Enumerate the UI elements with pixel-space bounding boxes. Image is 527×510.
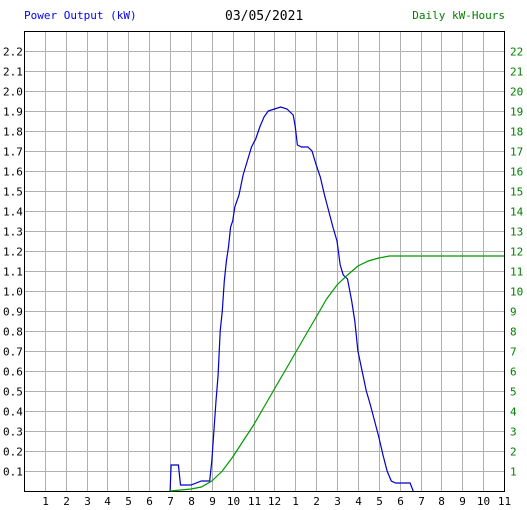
y2-tick-label: 20: [510, 86, 523, 99]
y2-tick-label: 15: [510, 186, 523, 199]
x-tick-label: 7: [167, 495, 174, 508]
y2-tick-label: 2: [510, 446, 517, 459]
y-tick-label: 1.4: [3, 206, 23, 219]
y-tick-label: 0.2: [3, 446, 23, 459]
y-tick-label: 1.2: [3, 246, 23, 259]
y2-tick-label: 22: [510, 46, 523, 59]
x-tick-label: 11: [248, 495, 261, 508]
y-tick-label: 0.4: [3, 406, 23, 419]
y-tick-label: 1.7: [3, 146, 23, 159]
y2-tick-label: 16: [510, 166, 523, 179]
y-tick-label: 0.9: [3, 306, 23, 319]
right-axis-title: Daily kW-Hours: [412, 9, 505, 22]
x-tick-label: 5: [376, 495, 383, 508]
daily-kwh-line: [170, 255, 504, 492]
x-tick-label: 11: [498, 495, 511, 508]
series-layer: [169, 106, 504, 492]
axis-label-layer: 1 2 3 4 5 6 7 8 9 10 11 12 1 2 3 4 5 6 7 8 9 10 110.10.20.30.4…: [3, 46, 524, 509]
x-tick-label: 2: [313, 495, 320, 508]
y2-tick-label: 17: [510, 146, 523, 159]
y-tick-label: 1.1: [3, 266, 23, 279]
y-tick-label: 0.6: [3, 366, 23, 379]
y2-tick-label: 14: [510, 206, 524, 219]
y-tick-label: 2.1: [3, 66, 23, 79]
y2-tick-label: 4: [510, 406, 517, 419]
x-tick-label: 8: [438, 495, 445, 508]
x-tick-label: 12: [268, 495, 281, 508]
y2-tick-label: 8: [510, 326, 517, 339]
y-tick-label: 0.5: [3, 386, 23, 399]
chart-date-title: 03/05/2021: [225, 9, 304, 24]
x-tick-label: 6: [397, 495, 404, 508]
y-tick-label: 1.0: [3, 286, 23, 299]
x-tick-label: 7: [418, 495, 425, 508]
x-tick-label: 4: [355, 495, 362, 508]
x-tick-label: 8: [188, 495, 195, 508]
y-tick-label: 2.2: [3, 46, 23, 59]
y-tick-label: 0.3: [3, 426, 23, 439]
x-tick-label: 1: [292, 495, 299, 508]
y2-tick-label: 12: [510, 246, 523, 259]
grid-layer: [24, 31, 505, 491]
x-tick-label: 2: [63, 495, 70, 508]
y2-tick-label: 11: [510, 266, 523, 279]
y2-tick-label: 7: [510, 346, 517, 359]
x-tick-label: 9: [209, 495, 216, 508]
y-tick-label: 1.9: [3, 106, 23, 119]
y2-tick-label: 9: [510, 306, 517, 319]
y-tick-label: 1.8: [3, 126, 23, 139]
plot-frame: [24, 31, 505, 492]
x-tick-label: 10: [477, 495, 490, 508]
y-tick-label: 1.3: [3, 226, 23, 239]
y-tick-label: 1.6: [3, 166, 23, 179]
y-tick-label: 0.1: [3, 466, 23, 479]
x-tick-label: 10: [227, 495, 240, 508]
plot-frame-layer: [24, 31, 505, 492]
y2-tick-label: 19: [510, 106, 523, 119]
x-tick-label: 5: [125, 495, 132, 508]
y2-tick-label: 18: [510, 126, 523, 139]
y-tick-label: 1.5: [3, 186, 23, 199]
x-tick-label: 4: [104, 495, 111, 508]
power-output-line: [169, 106, 414, 492]
y2-tick-label: 21: [510, 66, 523, 79]
y2-tick-label: 10: [510, 286, 523, 299]
y-tick-label: 0.8: [3, 326, 23, 339]
x-tick-label: 3: [84, 495, 91, 508]
x-tick-label: 9: [459, 495, 466, 508]
y2-tick-label: 1: [510, 466, 517, 479]
y2-tick-label: 3: [510, 426, 517, 439]
y-tick-label: 2.0: [3, 86, 23, 99]
y-tick-label: 0.7: [3, 346, 23, 359]
left-axis-title: Power Output (kW): [24, 9, 137, 22]
x-tick-label: 1: [42, 495, 49, 508]
y2-tick-label: 5: [510, 386, 517, 399]
y2-tick-label: 13: [510, 226, 523, 239]
x-tick-label: 3: [334, 495, 341, 508]
y2-tick-label: 6: [510, 366, 517, 379]
x-tick-label: 6: [146, 495, 153, 508]
